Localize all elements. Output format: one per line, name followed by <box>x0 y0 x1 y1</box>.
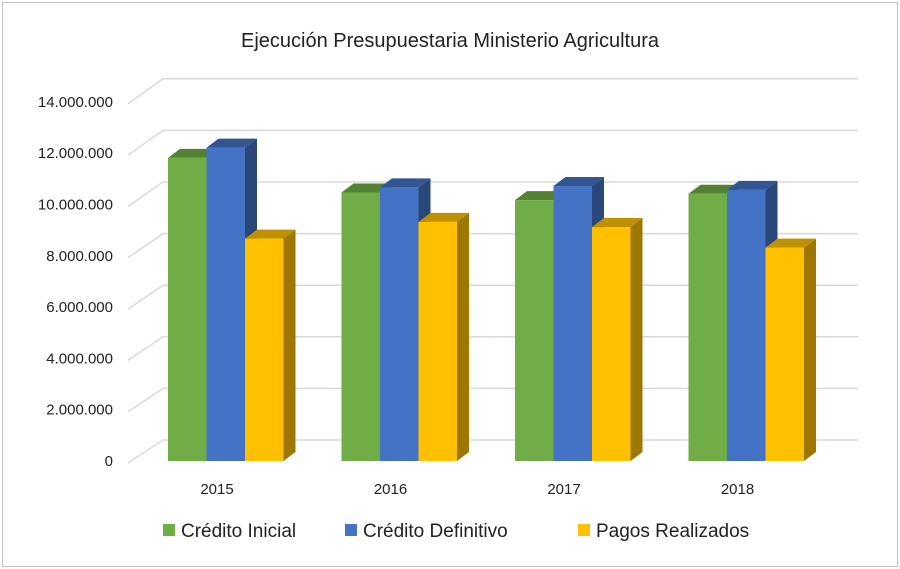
bar-front <box>688 193 727 461</box>
bar-top <box>418 212 469 222</box>
bar-top <box>515 191 566 201</box>
bar-front <box>418 221 457 461</box>
bar-front <box>380 187 419 462</box>
legend-label: Crédito Inicial <box>181 521 296 542</box>
bar-top <box>765 238 816 248</box>
y-axis-ticks: 0 2.000.000 4.000.000 6.000.000 8.000.000 10.… <box>38 94 113 470</box>
legend: Crédito Inicial Crédito Definitivo Pagos R… <box>163 521 749 542</box>
bar-front <box>341 192 380 461</box>
bar-2015-2 <box>245 229 296 461</box>
x-tick-label: 2015 <box>200 481 233 498</box>
bar-front <box>515 200 554 461</box>
legend-swatch <box>578 524 590 536</box>
bar-top <box>592 218 643 228</box>
y-tick-label: 4.000.000 <box>46 350 113 367</box>
bar-front <box>245 238 284 461</box>
bar-front <box>553 186 592 461</box>
y-tick-label: 8.000.000 <box>46 248 113 265</box>
x-axis-ticks: 2015 2016 2017 2018 <box>200 481 754 498</box>
y-tick-label: 14.000.000 <box>38 94 113 111</box>
bar-top <box>168 148 219 158</box>
legend-item: Crédito Inicial <box>163 521 296 542</box>
gridline <box>127 129 858 156</box>
bar-front <box>727 189 766 461</box>
bar-front <box>765 247 804 461</box>
legend-label: Pagos Realizados <box>596 521 749 542</box>
x-tick-label: 2016 <box>374 481 407 498</box>
bar-top <box>341 183 392 193</box>
bar-2018-2 <box>765 238 816 461</box>
bar-top <box>688 184 739 194</box>
bar-top <box>380 178 431 188</box>
bar-front <box>168 157 207 461</box>
bar-top <box>245 229 296 239</box>
bar-top <box>553 177 604 187</box>
bar-top <box>727 180 778 190</box>
bar-side <box>804 238 816 461</box>
legend-item: Pagos Realizados <box>578 521 749 542</box>
y-tick-label: 0 <box>105 453 113 470</box>
x-tick-label: 2018 <box>721 481 754 498</box>
y-tick-label: 2.000.000 <box>46 402 113 419</box>
bars <box>168 138 816 462</box>
y-tick-label: 10.000.000 <box>38 197 113 214</box>
bar-front <box>206 147 245 461</box>
bar-side <box>283 229 296 461</box>
legend-label: Crédito Definitivo <box>363 521 508 542</box>
y-tick-label: 6.000.000 <box>46 299 113 316</box>
bar-side <box>457 212 469 461</box>
chart-title: Ejecución Presupuestaria Ministerio Agri… <box>241 30 660 52</box>
x-tick-label: 2017 <box>547 481 580 498</box>
legend-swatch <box>163 524 175 536</box>
gridline <box>127 181 858 208</box>
bar-2016-2 <box>418 212 469 461</box>
y-tick-label: 12.000.000 <box>38 145 113 162</box>
bar-side <box>630 218 643 461</box>
gridline <box>127 78 858 105</box>
legend-swatch <box>345 524 357 536</box>
legend-item: Crédito Definitivo <box>345 521 508 542</box>
bar-top <box>206 138 257 148</box>
bar-2017-2 <box>592 218 643 461</box>
bar-front <box>592 227 631 461</box>
